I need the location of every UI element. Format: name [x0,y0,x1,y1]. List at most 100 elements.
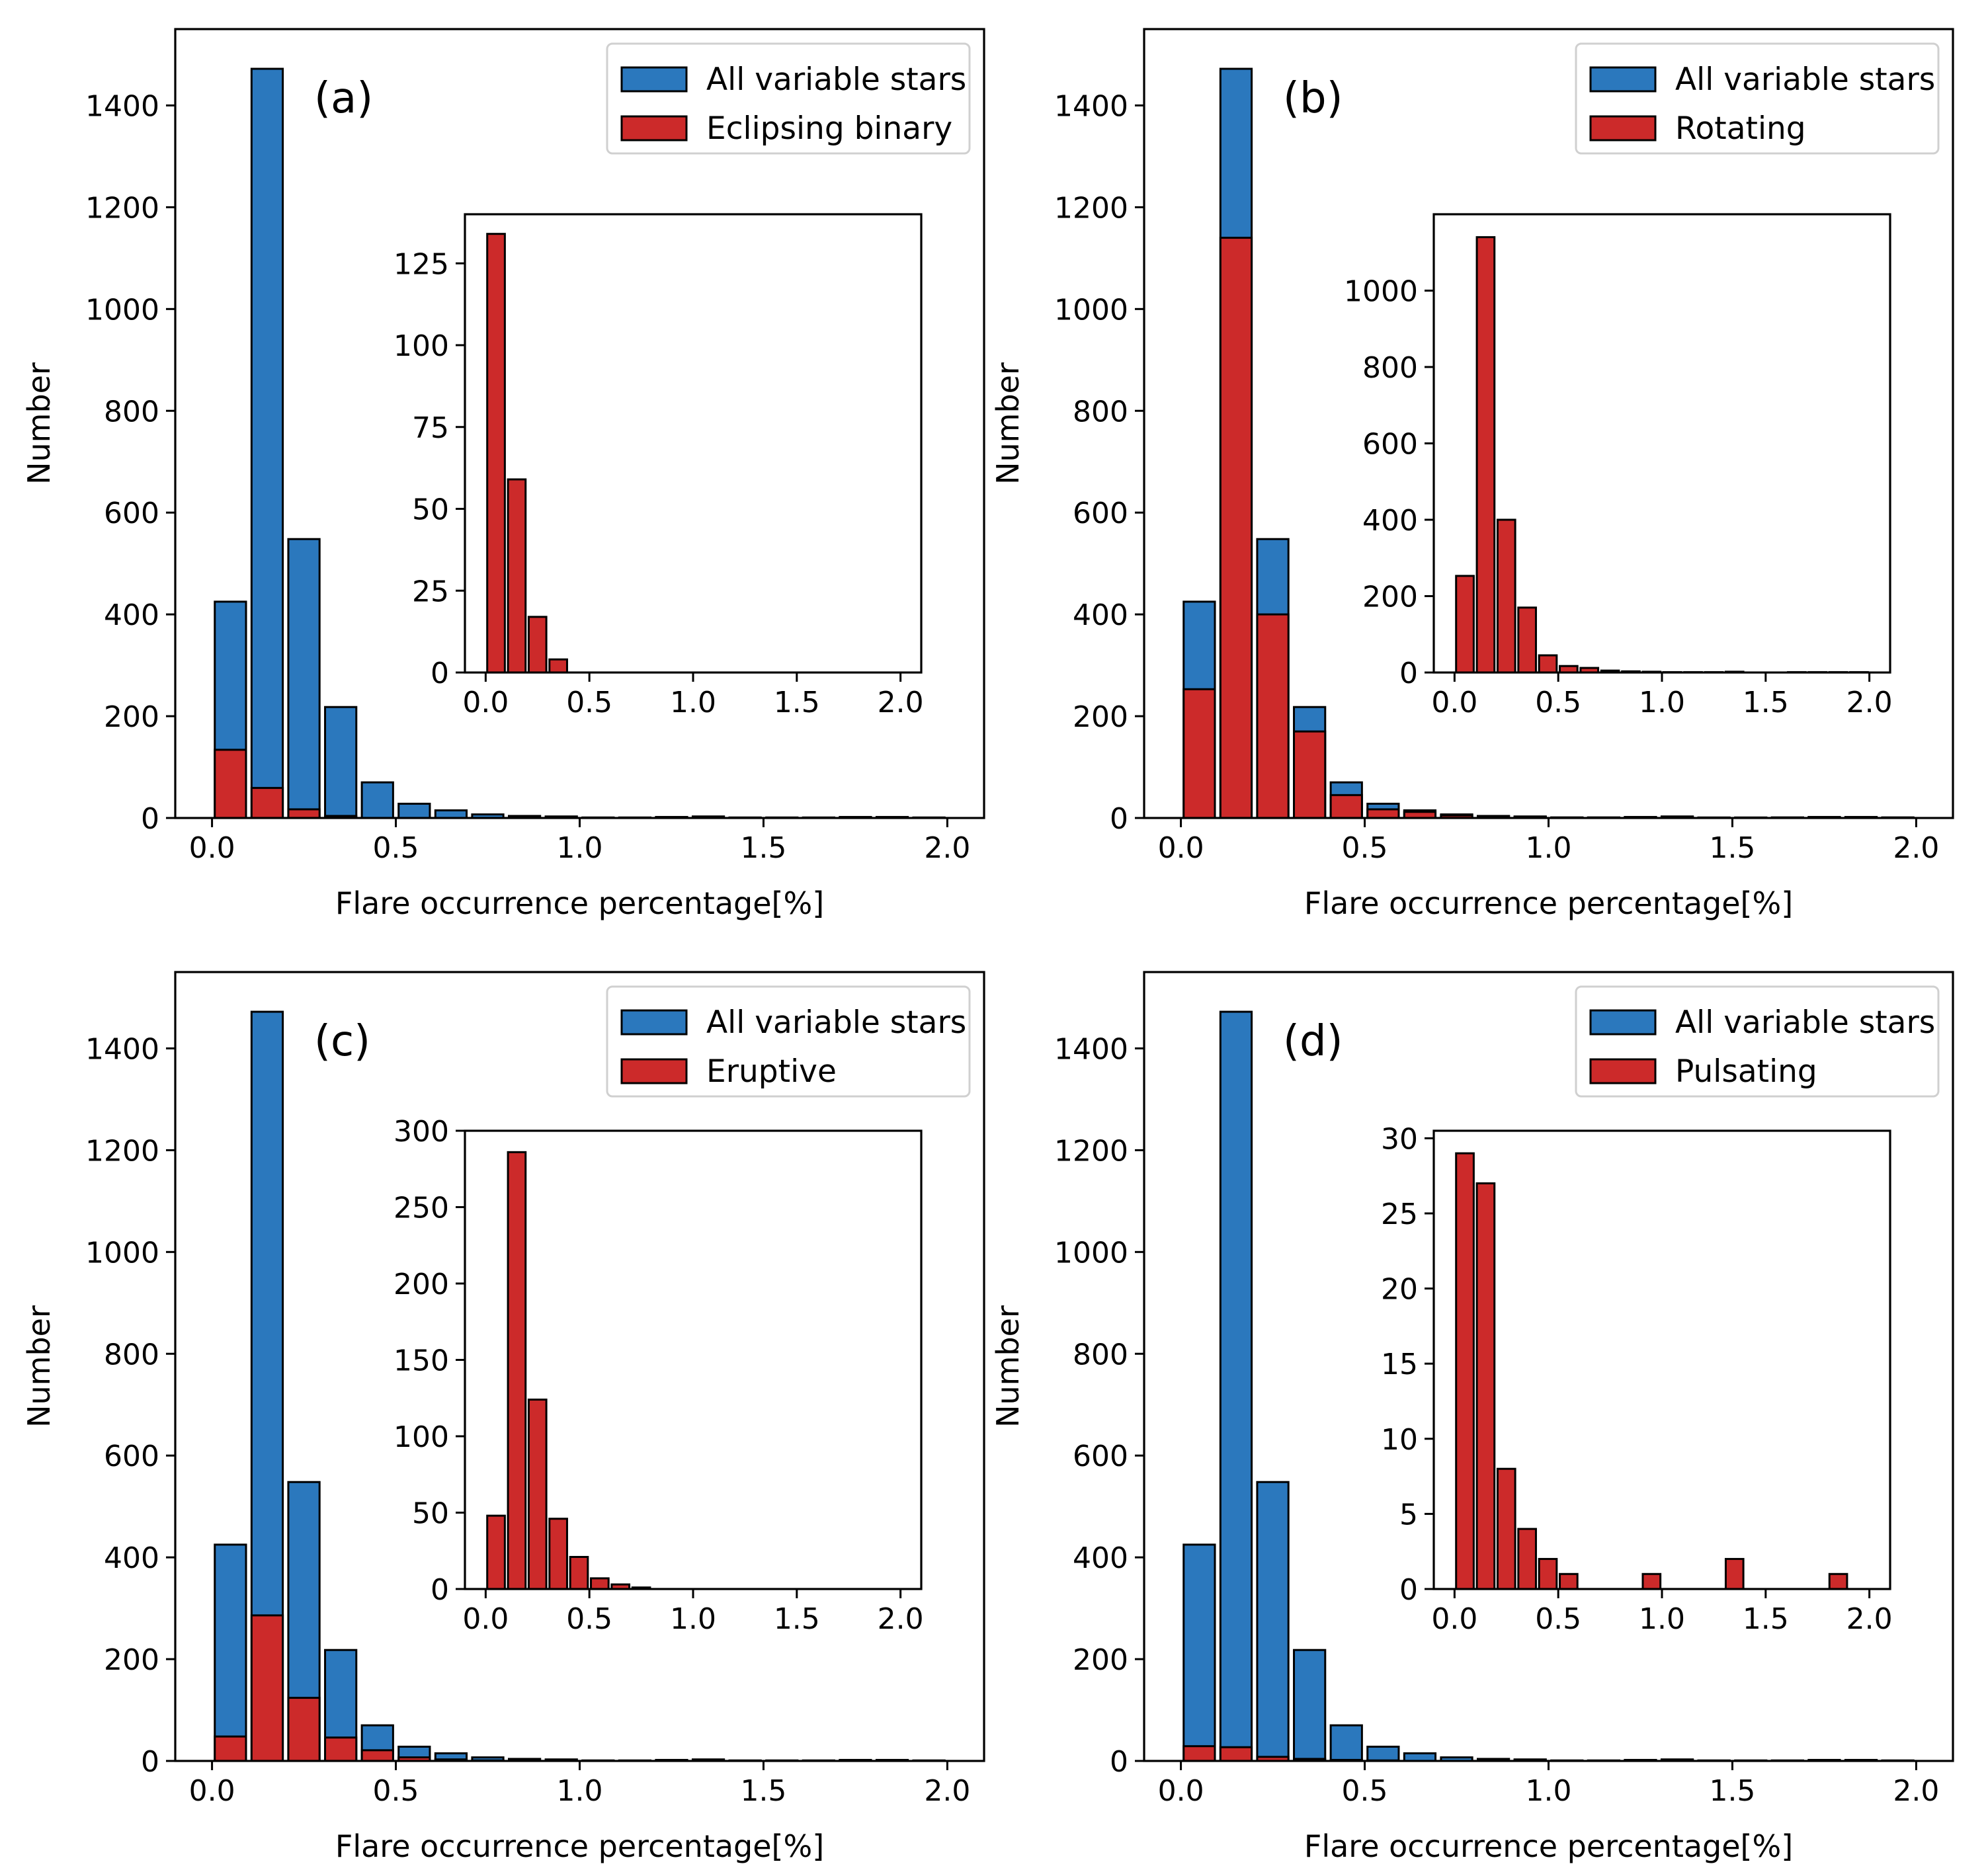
panel-d-ytick-label-7: 1400 [1054,1032,1128,1066]
panel-a-inset-bar-subset-2 [527,616,548,674]
panel-b-xlabel: Flare occurrence percentage[%] [1304,885,1793,921]
panel-b-inset-xtick-label-3: 1.5 [1743,686,1789,719]
panel-a-inset-background [465,214,921,673]
panel-b-inset-bar-subset-4 [1538,654,1558,674]
panel-d-inset-ytick-label-4: 20 [1381,1273,1418,1307]
panel-a-inset-xtick-label-0: 0.0 [462,686,509,719]
panel-d-bar-all-2 [1256,1481,1290,1762]
panel-c-ytick-label-2: 400 [104,1541,159,1575]
panel-d-inset-xtick-label-0: 0.0 [1431,1602,1477,1636]
panel-c-ytick-label-1: 200 [104,1643,159,1677]
panel-c-inset-bar-subset-5 [590,1577,610,1590]
panel-b-xtick-label-1: 0.5 [1342,831,1388,865]
panel-c-legend-label-1: Eruptive [706,1053,837,1090]
panel-d-ytick-label-6: 1200 [1054,1134,1128,1168]
panel-a-ytick-label-4: 800 [104,395,159,428]
panel-c-inset-xtick-label-0: 0.0 [462,1602,509,1636]
panel-c-legend-swatch-1 [620,1058,688,1084]
panel-b-ytick-label-1: 200 [1073,700,1128,734]
panel-d-bar-all-3 [1293,1649,1327,1762]
panel-d-xtick-label-1: 0.5 [1342,1774,1388,1808]
panel-a-xtick-label-0: 0.0 [189,831,235,865]
panel-c-ytick-label-3: 600 [104,1440,159,1473]
panel-d-inset-ytick-label-0: 0 [1399,1573,1418,1607]
panel-d-legend-swatch-0 [1589,1009,1657,1036]
panel-a-ytick-label-5: 1000 [85,293,159,327]
panel-c-xtick-label-2: 1.0 [557,1774,603,1808]
panel-a-bar-subset-2 [287,808,321,819]
panel-d-inset-bar-subset-5 [1559,1572,1579,1590]
panel-d-inset-xtick-label-2: 1.0 [1639,1602,1685,1636]
panel-a-ytick-label-1: 200 [104,700,159,734]
panel-a-xtick-label-2: 1.0 [557,831,603,865]
panel-a-xtick-label-4: 2.0 [924,831,970,865]
panel-a-ytick-label-0: 0 [141,802,159,836]
panel-d-legend-box [1575,985,1940,1098]
panel-d-bar-all-1 [1219,1010,1253,1762]
panel-b-inset-xtick-label-4: 2.0 [1846,686,1893,719]
panel-d-legend: All variable stars Pulsating [1575,985,1940,1098]
panel-a-inset-ytick-label-3: 75 [412,411,449,445]
panel-a-bar-all-6 [434,809,468,819]
panel-b-inset-axes: 0.0 0.5 1.0 1.5 2.0 0 200 400 600 800 1000 [1344,213,1893,719]
panel-d-legend-label-1: Pulsating [1675,1053,1817,1090]
panel-a-inset-bar-subset-0 [486,233,506,674]
panel-c-legend-swatch-0 [620,1009,688,1036]
panel-a-inset-xtick-label-1: 0.5 [566,686,612,719]
panel-d-inset-bar-subset-13 [1724,1558,1745,1590]
panel-d-inset-bar-subset-2 [1496,1467,1516,1590]
panel-b-bar-subset-0 [1182,688,1216,819]
panel-d-inset-bar-subset-3 [1517,1528,1537,1590]
panel-b-xtick-label-3: 1.5 [1709,831,1755,865]
panel-d-inset-bar-subset-1 [1475,1182,1496,1590]
panel-a-inset-ytick-label-1: 25 [412,575,449,608]
panel-d-xlabel: Flare occurrence percentage[%] [1304,1828,1793,1864]
panel-a-inset-xtick-label-2: 1.0 [670,686,716,719]
panel-b-inset-bar-subset-1 [1475,236,1496,674]
panel-a-letter: (a) [314,74,373,123]
panel-a-ylabel: Number [21,362,57,485]
panel-d-ytick-label-4: 800 [1073,1338,1128,1371]
panel-b-bar-subset-1 [1219,237,1253,819]
panel-d-inset-ytick-label-2: 10 [1381,1423,1418,1457]
panel-c-inset-xtick-label-1: 0.5 [566,1602,612,1636]
panel-b-ytick-label-7: 1400 [1054,89,1128,123]
panel-d-letter: (d) [1283,1017,1343,1066]
panel-b-inset-xtick-label-2: 1.0 [1639,686,1685,719]
panel-d-xtick-label-3: 1.5 [1709,1774,1755,1808]
panel-a-legend-label-1: Eclipsing binary [706,110,952,147]
panel-d-bar-subset-1 [1219,1746,1253,1762]
panel-c-ytick-label-5: 1000 [85,1236,159,1270]
panel-b-xtick-label-2: 1.0 [1526,831,1572,865]
panel-c-inset-bar-subset-0 [486,1514,506,1590]
panel-c-ytick-label-0: 0 [141,1745,159,1779]
panel-b-ytick-label-0: 0 [1110,802,1128,836]
panel-d-bar-all-6 [1403,1752,1437,1762]
panel-c-inset-ytick-label-3: 150 [393,1344,449,1378]
panel-b-ytick-label-6: 1200 [1054,191,1128,225]
panel-d-inset-ytick-label-5: 25 [1381,1198,1418,1231]
panel-a-legend-swatch-1 [620,115,688,142]
panel-b-bar-subset-2 [1256,613,1290,819]
panel-b-inset-bar-subset-0 [1455,575,1475,674]
panel-a-inset-ytick-label-4: 100 [393,329,449,363]
panel-c-inset-bar-subset-1 [507,1151,527,1590]
panel-a-ytick-label-6: 1200 [85,191,159,225]
panel-b-legend-swatch-1 [1589,115,1657,142]
panel-a-xlabel: Flare occurrence percentage[%] [335,885,824,921]
panel-a-inset-ytick-label-2: 50 [412,493,449,527]
panel-c-inset-ytick-label-5: 250 [393,1192,449,1225]
panel-a-bar-all-2 [287,538,321,819]
panel-c-inset-xtick-label-3: 1.5 [774,1602,820,1636]
panel-c-inset-bar-subset-2 [527,1399,548,1590]
panel-b-legend-box [1575,42,1940,155]
panel-c-bar-subset-1 [250,1614,284,1762]
panel-b-inset-ytick-label-3: 600 [1362,428,1418,462]
panel-c-inset-ytick-label-2: 100 [393,1420,449,1454]
panel-a-bar-subset-0 [214,749,247,819]
panel-c-inset-xtick-label-2: 1.0 [670,1602,716,1636]
panel-b-ytick-label-5: 1000 [1054,293,1128,327]
panel-d-inset-ytick-label-6: 30 [1381,1122,1418,1156]
panel-c-xtick-label-0: 0.0 [189,1774,235,1808]
